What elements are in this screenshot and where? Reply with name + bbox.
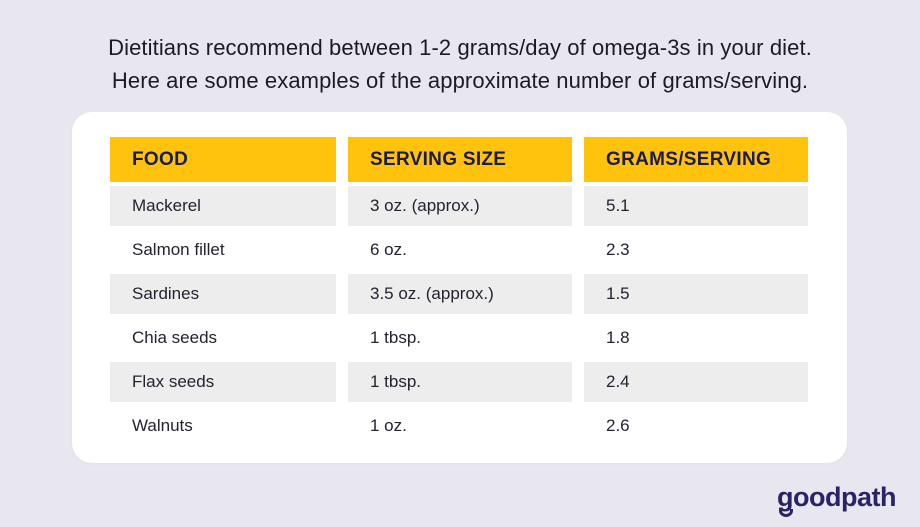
cell-food: Mackerel bbox=[110, 186, 336, 226]
cell-serving-size: 1 tbsp. bbox=[348, 318, 572, 358]
cell-grams: 2.4 bbox=[584, 362, 808, 402]
cell-grams: 2.6 bbox=[584, 406, 808, 446]
goodpath-logo: goodpath bbox=[777, 482, 896, 517]
column-header-food: FOOD bbox=[110, 137, 336, 182]
cell-serving-size: 1 tbsp. bbox=[348, 362, 572, 402]
cell-food: Walnuts bbox=[110, 406, 336, 446]
cell-grams: 2.3 bbox=[584, 230, 808, 270]
title-line-1: Dietitians recommend between 1-2 grams/d… bbox=[108, 35, 812, 60]
cell-grams: 1.5 bbox=[584, 274, 808, 314]
cell-serving-size: 1 oz. bbox=[348, 406, 572, 446]
cell-serving-size: 6 oz. bbox=[348, 230, 572, 270]
cell-food: Salmon fillet bbox=[110, 230, 336, 270]
column-header-serving-size: SERVING SIZE bbox=[348, 137, 572, 182]
cell-grams: 1.8 bbox=[584, 318, 808, 358]
goodpath-wordmark: goodpath bbox=[777, 482, 896, 512]
page-title: Dietitians recommend between 1-2 grams/d… bbox=[0, 31, 920, 97]
cell-food: Sardines bbox=[110, 274, 336, 314]
column-header-grams-per-serving: GRAMS/SERVING bbox=[584, 137, 808, 182]
cell-serving-size: 3.5 oz. (approx.) bbox=[348, 274, 572, 314]
cell-food: Chia seeds bbox=[110, 318, 336, 358]
smile-icon bbox=[779, 509, 794, 517]
omega3-table: FOOD SERVING SIZE GRAMS/SERVING Mackerel… bbox=[110, 137, 808, 446]
goodpath-logo-text: goodpath bbox=[777, 482, 896, 517]
title-line-2: Here are some examples of the approximat… bbox=[111, 68, 809, 93]
table-card: FOOD SERVING SIZE GRAMS/SERVING Mackerel… bbox=[72, 112, 847, 463]
cell-grams: 5.1 bbox=[584, 186, 808, 226]
cell-food: Flax seeds bbox=[110, 362, 336, 402]
cell-serving-size: 3 oz. (approx.) bbox=[348, 186, 572, 226]
